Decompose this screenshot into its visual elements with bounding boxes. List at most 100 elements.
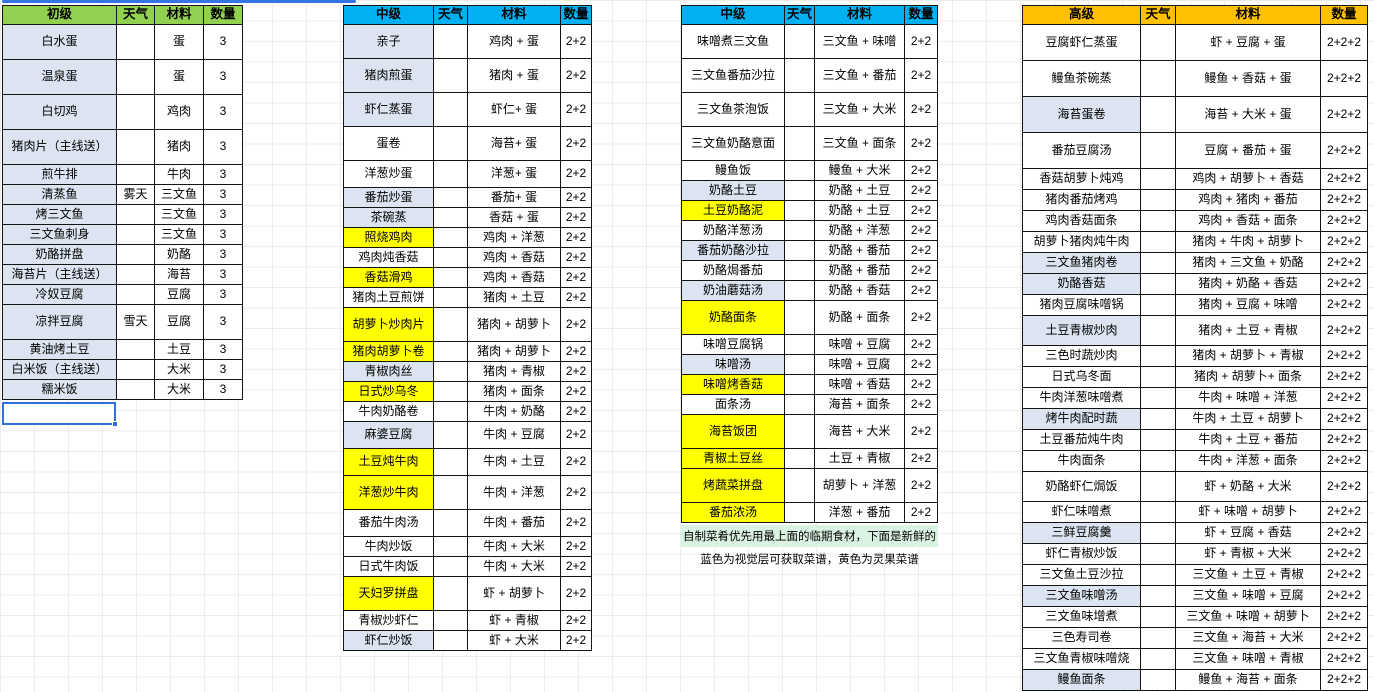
weather-cell[interactable] (433, 609, 468, 631)
qty-cell[interactable]: 3 (203, 358, 243, 380)
dish-name-cell[interactable]: 味噌汤 (681, 353, 785, 375)
qty-cell[interactable]: 3 (203, 223, 243, 245)
qty-cell[interactable]: 2+2+2 (1320, 449, 1368, 472)
weather-cell[interactable] (433, 360, 468, 382)
qty-cell[interactable]: 2+2+2 (1320, 293, 1368, 316)
level-header[interactable]: 高级 (1022, 5, 1141, 25)
weather-cell[interactable] (433, 91, 468, 127)
weather-cell[interactable] (433, 57, 468, 93)
dish-name-cell[interactable]: 烤蔬菜拼盘 (681, 467, 785, 503)
dish-name-cell[interactable]: 日式牛肉饭 (343, 555, 434, 577)
qty-cell[interactable]: 3 (203, 283, 243, 305)
qty-cell[interactable]: 3 (203, 338, 243, 360)
material-header[interactable]: 材料 (814, 5, 905, 25)
dish-name-cell[interactable]: 烤三文鱼 (2, 203, 117, 225)
weather-cell[interactable] (116, 23, 155, 60)
dish-name-cell[interactable]: 猪肉番茄烤鸡 (1022, 188, 1141, 211)
material-cell[interactable]: 鸡肉 + 洋葱 (467, 226, 561, 248)
weather-cell[interactable] (1140, 647, 1176, 670)
weather-cell[interactable] (433, 23, 468, 59)
qty-cell[interactable]: 2+2 (904, 199, 938, 221)
qty-cell[interactable]: 2+2+2 (1320, 605, 1368, 628)
material-cell[interactable]: 虾 + 豆腐 + 香菇 (1175, 521, 1321, 544)
dish-name-cell[interactable]: 青椒土豆丝 (681, 447, 785, 469)
material-cell[interactable]: 三文鱼 + 味噌 + 豆腐 (1175, 584, 1321, 607)
weather-cell[interactable] (784, 259, 815, 281)
qty-cell[interactable]: 2+2 (904, 259, 938, 281)
dish-name-cell[interactable]: 冷奴豆腐 (2, 283, 117, 305)
weather-cell[interactable] (433, 380, 468, 402)
dish-name-cell[interactable]: 豆腐虾仁蒸蛋 (1022, 23, 1141, 61)
dish-name-cell[interactable]: 奶酪土豆 (681, 179, 785, 201)
dish-name-cell[interactable]: 三鲜豆腐羹 (1022, 521, 1141, 544)
dish-name-cell[interactable]: 黄油烤土豆 (2, 338, 117, 360)
dish-name-cell[interactable]: 白切鸡 (2, 93, 117, 130)
material-cell[interactable]: 三文鱼 (154, 223, 204, 245)
material-cell[interactable]: 海苔 + 面条 (814, 393, 905, 415)
qty-cell[interactable]: 2+2 (560, 474, 592, 510)
dish-name-cell[interactable]: 猪肉豆腐味噌锅 (1022, 293, 1141, 316)
qty-header[interactable]: 数量 (1320, 5, 1368, 25)
weather-cell[interactable] (784, 353, 815, 375)
material-header[interactable]: 材料 (1175, 5, 1321, 25)
weather-cell[interactable] (433, 420, 468, 449)
weather-cell[interactable] (433, 125, 468, 161)
weather-cell[interactable] (116, 338, 155, 360)
qty-header[interactable]: 数量 (203, 5, 243, 25)
qty-cell[interactable]: 2+2 (560, 508, 592, 537)
material-cell[interactable]: 豆腐 (154, 283, 204, 305)
material-cell[interactable]: 豆腐 (154, 303, 204, 340)
material-cell[interactable]: 牛肉 + 番茄 (467, 508, 561, 537)
level-header[interactable]: 初级 (2, 5, 117, 25)
weather-cell[interactable] (1140, 167, 1176, 190)
dish-name-cell[interactable]: 海苔蛋卷 (1022, 95, 1141, 133)
material-cell[interactable]: 牛肉 (154, 163, 204, 185)
qty-cell[interactable]: 2+2 (560, 286, 592, 308)
weather-cell[interactable] (1140, 314, 1176, 346)
qty-cell[interactable]: 2+2+2 (1320, 167, 1368, 190)
qty-cell[interactable]: 2+2 (904, 447, 938, 469)
material-cell[interactable]: 猪肉 + 豆腐 + 味噌 (1175, 293, 1321, 316)
material-cell[interactable]: 鸡肉 + 猪肉 + 番茄 (1175, 188, 1321, 211)
weather-cell[interactable] (784, 159, 815, 181)
qty-cell[interactable]: 2+2 (560, 159, 592, 188)
level-header[interactable]: 中级 (681, 5, 785, 25)
dish-name-cell[interactable]: 三文鱼猪肉卷 (1022, 251, 1141, 274)
dish-name-cell[interactable]: 麻婆豆腐 (343, 420, 434, 449)
qty-cell[interactable]: 2+2 (904, 501, 938, 523)
material-cell[interactable]: 牛肉 + 土豆 + 番茄 (1175, 428, 1321, 451)
qty-cell[interactable]: 2+2 (904, 299, 938, 335)
qty-cell[interactable]: 3 (203, 303, 243, 340)
qty-header[interactable]: 数量 (904, 5, 938, 25)
material-cell[interactable]: 番茄+ 蛋 (467, 186, 561, 208)
weather-cell[interactable] (784, 23, 815, 59)
dish-name-cell[interactable]: 烤牛肉配时蔬 (1022, 407, 1141, 430)
dish-name-cell[interactable]: 日式乌冬面 (1022, 365, 1141, 388)
weather-cell[interactable] (116, 203, 155, 225)
qty-cell[interactable]: 2+2+2 (1320, 428, 1368, 451)
weather-header[interactable]: 天气 (116, 5, 155, 25)
weather-cell[interactable] (433, 575, 468, 611)
material-cell[interactable]: 猪肉 + 三文鱼 + 奶酪 (1175, 251, 1321, 274)
dish-name-cell[interactable]: 奶酪面条 (681, 299, 785, 335)
dish-name-cell[interactable]: 亲子 (343, 23, 434, 59)
material-cell[interactable]: 香菇 + 蛋 (467, 206, 561, 228)
qty-cell[interactable]: 2+2 (560, 125, 592, 161)
weather-cell[interactable] (784, 57, 815, 93)
material-cell[interactable]: 虾 + 青椒 (467, 609, 561, 631)
dish-name-cell[interactable]: 洋葱炒牛肉 (343, 474, 434, 510)
weather-cell[interactable] (433, 246, 468, 268)
weather-cell[interactable] (433, 266, 468, 288)
dish-name-cell[interactable]: 鳗鱼饭 (681, 159, 785, 181)
dish-name-cell[interactable]: 三色时蔬炒肉 (1022, 344, 1141, 367)
weather-cell[interactable] (1140, 251, 1176, 274)
qty-cell[interactable]: 2+2+2 (1320, 251, 1368, 274)
dish-name-cell[interactable]: 三文鱼茶泡饭 (681, 91, 785, 127)
material-cell[interactable]: 豆腐 + 番茄 + 蛋 (1175, 131, 1321, 169)
qty-header[interactable]: 数量 (560, 5, 592, 25)
dish-name-cell[interactable]: 番茄浓汤 (681, 501, 785, 523)
material-cell[interactable]: 奶酪 + 洋葱 (814, 219, 905, 241)
material-cell[interactable]: 海苔 + 大米 + 蛋 (1175, 95, 1321, 133)
weather-cell[interactable] (784, 393, 815, 415)
dish-name-cell[interactable]: 鸡肉炖香菇 (343, 246, 434, 268)
